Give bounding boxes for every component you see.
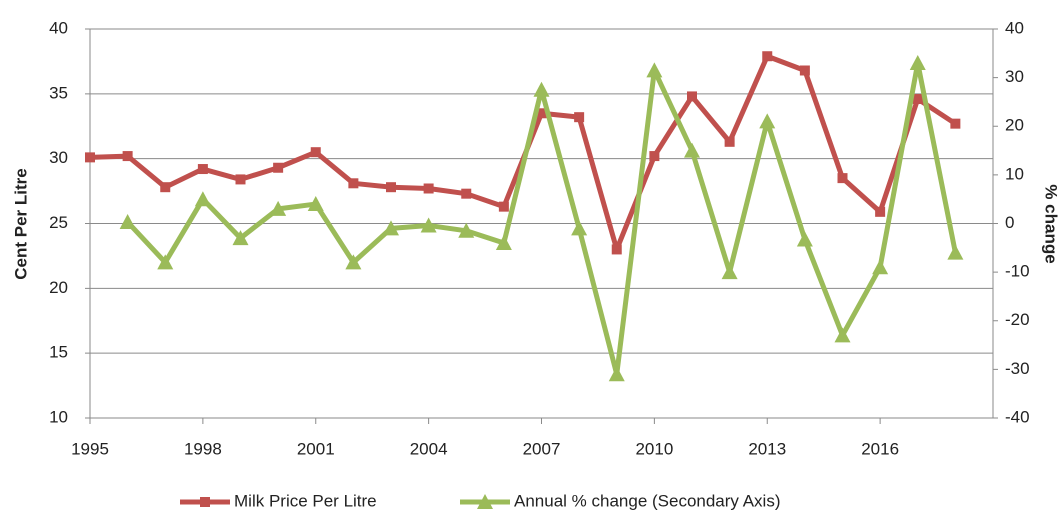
legend-label: Annual % change (Secondary Axis) [514,491,781,510]
marker [458,222,475,238]
marker [912,94,923,105]
marker [310,147,321,158]
y-tick-label: 25 [49,213,68,232]
marker [273,162,284,173]
marker [495,234,512,250]
y-tick-label: 10 [49,407,68,426]
y-tick-label: 30 [49,148,68,167]
y2-axis-title: % change [1042,184,1061,263]
marker [420,217,437,233]
marker [687,91,697,102]
marker [157,254,174,270]
y-tick-label: 15 [49,343,68,362]
marker [950,118,961,129]
marker [834,327,851,343]
marker [122,151,133,162]
x-tick-label: 2013 [748,439,786,458]
y2-tick-label: 30 [1005,67,1024,86]
marker [875,206,886,217]
marker [721,264,738,280]
marker [197,164,208,175]
marker [611,244,622,255]
marker [837,173,848,184]
marker [345,254,362,270]
marker [270,200,287,216]
marker [759,113,776,129]
x-tick-label: 2004 [410,439,448,458]
marker [348,178,359,189]
marker [533,81,550,97]
x-tick-label: 2010 [635,439,673,458]
y2-tick-label: 40 [1005,18,1024,37]
marker [235,174,246,185]
x-tick-label: 2001 [297,439,335,458]
y-tick-label: 20 [49,278,68,297]
marker [423,183,434,194]
marker [461,188,472,199]
marker [684,142,700,158]
marker [574,112,585,123]
x-tick-label: 1995 [71,439,109,458]
marker [947,244,964,260]
marker [160,182,171,193]
marker [477,494,493,509]
marker [909,55,926,71]
marker [796,231,813,247]
marker [646,62,663,78]
marker [608,366,625,382]
x-tick-label: 2016 [861,439,899,458]
marker [649,151,660,162]
marker [762,51,773,62]
y2-tick-label: 20 [1005,116,1024,135]
y2-tick-label: -40 [1005,407,1030,426]
marker [799,65,810,76]
y-tick-label: 40 [49,18,68,37]
y2-tick-label: -30 [1005,359,1030,378]
marker [724,136,735,147]
marker [498,201,509,212]
marker [85,152,95,163]
y2-tick-label: 10 [1005,164,1024,183]
series-line [89,53,957,252]
marker [536,108,547,119]
marker [307,196,324,212]
marker [232,230,249,246]
y2-tick-label: -10 [1005,262,1030,281]
marker [194,191,211,207]
y2-tick-label: 0 [1005,213,1014,232]
x-tick-label: 2007 [523,439,561,458]
marker [119,214,136,230]
legend-label: Milk Price Per Litre [234,491,377,510]
y-axis-title: Cent Per Litre [11,168,30,279]
marker [872,259,889,275]
y-tick-label: 35 [49,83,68,102]
marker [571,220,588,236]
x-tick-label: 1998 [184,439,222,458]
y2-tick-label: -20 [1005,310,1030,329]
marker [386,182,396,193]
marker [200,497,210,507]
marker [383,220,399,236]
